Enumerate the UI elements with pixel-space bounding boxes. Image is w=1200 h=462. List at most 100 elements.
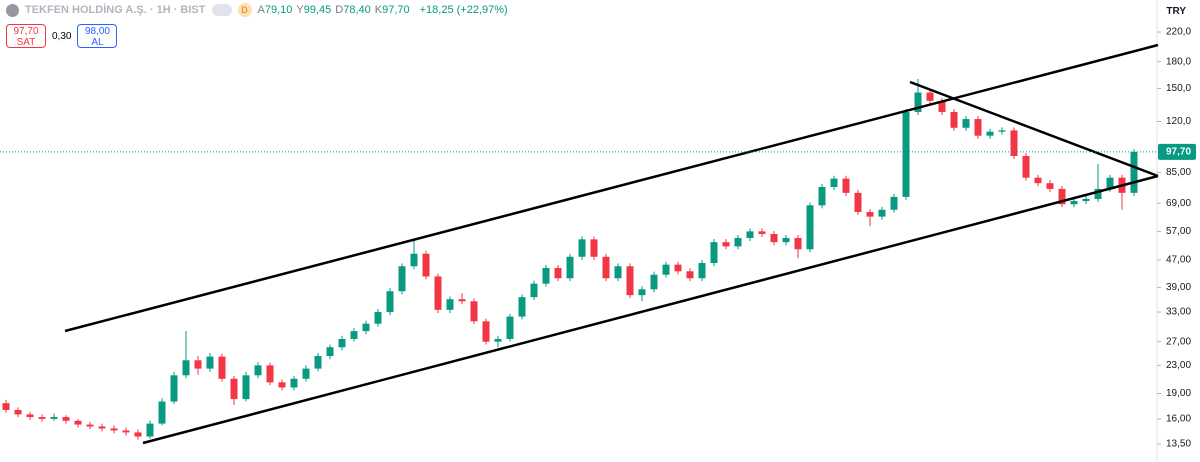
body [806, 205, 814, 250]
candle [878, 206, 886, 220]
candle [386, 288, 394, 316]
body [590, 239, 598, 257]
ohlc-key: D [335, 4, 344, 16]
candle [626, 263, 634, 298]
candle [530, 280, 538, 301]
body [110, 428, 118, 431]
body [86, 424, 94, 427]
candle [2, 399, 10, 413]
body [1106, 177, 1114, 189]
badge: D [237, 3, 252, 17]
ohlc-value: 97,70 [382, 4, 410, 16]
body [230, 378, 238, 400]
body [182, 360, 190, 376]
body [398, 266, 406, 292]
sell-button[interactable]: 97,70 SAT [6, 24, 46, 48]
ohlc-key: A [257, 4, 265, 16]
body [530, 283, 538, 298]
body [446, 299, 454, 310]
symbol-icon [6, 3, 19, 17]
candle [314, 353, 322, 372]
body [902, 111, 910, 197]
body [1070, 201, 1078, 205]
body [422, 253, 430, 277]
body [386, 291, 394, 313]
body [638, 289, 646, 296]
body [1022, 155, 1030, 178]
body [146, 423, 154, 437]
candle [614, 263, 622, 282]
body [554, 267, 562, 279]
buy-label: AL [91, 37, 104, 48]
candle [758, 228, 766, 237]
candle [674, 261, 682, 275]
y-tick-label: 39,00 [1166, 282, 1191, 293]
candle [74, 418, 82, 428]
buy-price: 98,00 [84, 26, 110, 37]
body [878, 209, 886, 217]
candle [974, 116, 982, 139]
candle [554, 264, 562, 282]
body [506, 316, 514, 339]
body [50, 417, 58, 419]
candle [566, 253, 574, 282]
candle [710, 239, 718, 266]
y-tick-label: 57,00 [1166, 226, 1191, 237]
body [614, 266, 622, 279]
body [62, 417, 70, 421]
candle [146, 420, 154, 439]
candle [926, 89, 934, 104]
candle [158, 398, 166, 426]
candle [578, 236, 586, 260]
y-tick-label: 13,50 [1166, 439, 1191, 450]
candle [302, 365, 310, 382]
body [650, 274, 658, 290]
candle [806, 202, 814, 253]
body [194, 360, 202, 369]
body [1034, 177, 1042, 184]
candle [698, 260, 706, 282]
candle [410, 239, 418, 270]
body [170, 375, 178, 402]
symbol[interactable]: TEKFEN HOLDİNG A.Ş. · 1H · BIST [25, 4, 206, 16]
candle [326, 344, 334, 360]
candle [38, 414, 46, 422]
body [134, 432, 142, 437]
buy-button[interactable]: 98,00 AL [77, 24, 118, 48]
toggle[interactable] [211, 4, 232, 16]
body [1082, 198, 1090, 202]
candle [422, 250, 430, 280]
body [98, 426, 106, 429]
trend-line-lower [142, 174, 1159, 445]
body [794, 238, 802, 250]
body [566, 256, 574, 279]
candle [266, 362, 274, 386]
trend-line-upper [64, 43, 1159, 333]
candle [254, 362, 262, 379]
body [914, 92, 922, 112]
y-tick-label: 69,00 [1166, 198, 1191, 209]
candle [866, 209, 874, 227]
body [350, 331, 358, 339]
candle [278, 379, 286, 391]
candle [842, 175, 850, 196]
body [158, 401, 166, 424]
ohlc-value: 79,10 [264, 4, 293, 16]
body [974, 119, 982, 136]
candle [1034, 174, 1042, 187]
sell-label: SAT [16, 37, 36, 48]
candle [206, 353, 214, 372]
currency-button[interactable]: TRY [1166, 6, 1186, 17]
body [626, 266, 634, 296]
candle [458, 293, 466, 305]
candle [434, 273, 442, 313]
candle [362, 320, 370, 335]
body [26, 414, 34, 418]
body [1058, 188, 1066, 205]
body [494, 338, 502, 342]
candle [986, 128, 994, 139]
candle [374, 308, 382, 327]
body [698, 263, 706, 279]
candle [86, 421, 94, 430]
